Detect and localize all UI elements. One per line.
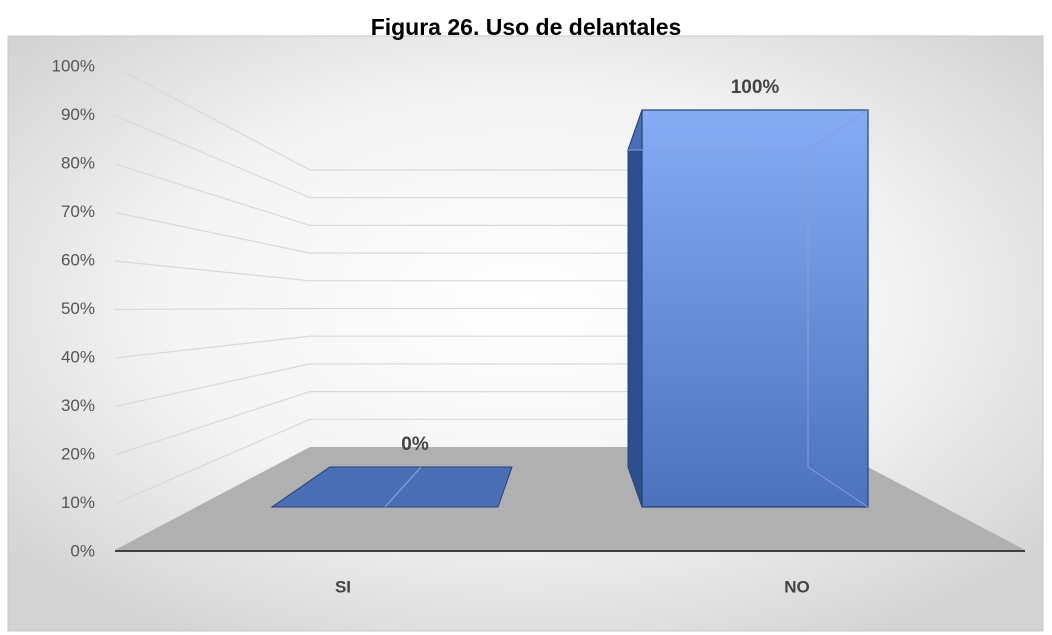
chart-title: Figura 26. Uso de delantales bbox=[371, 14, 682, 40]
y-tick-label: 0% bbox=[70, 541, 95, 560]
bar-edge bbox=[807, 109, 869, 151]
y-tick-label: 90% bbox=[61, 105, 95, 124]
bar bbox=[627, 109, 870, 508]
bar-top bbox=[270, 466, 513, 508]
y-tick-label: 100% bbox=[52, 56, 95, 75]
y-tick-label: 30% bbox=[61, 396, 95, 415]
y-tick-label: 60% bbox=[61, 250, 95, 269]
y-tick-label: 20% bbox=[61, 444, 95, 463]
bar-edge bbox=[384, 466, 422, 508]
y-tick-label: 50% bbox=[61, 299, 95, 318]
data-label: 0% bbox=[401, 434, 429, 455]
bar bbox=[270, 466, 513, 508]
y-tick-label: 80% bbox=[61, 153, 95, 172]
data-label: 100% bbox=[731, 77, 780, 98]
bar-front bbox=[641, 109, 869, 508]
x-tick-label: SI bbox=[335, 577, 351, 596]
bar-side bbox=[627, 109, 643, 508]
bars bbox=[270, 109, 870, 508]
x-tick-label: NO bbox=[784, 577, 810, 596]
y-tick-label: 40% bbox=[61, 347, 95, 366]
bar-edge bbox=[807, 466, 869, 508]
y-tick-label: 70% bbox=[61, 202, 95, 221]
y-tick-label: 10% bbox=[61, 493, 95, 512]
